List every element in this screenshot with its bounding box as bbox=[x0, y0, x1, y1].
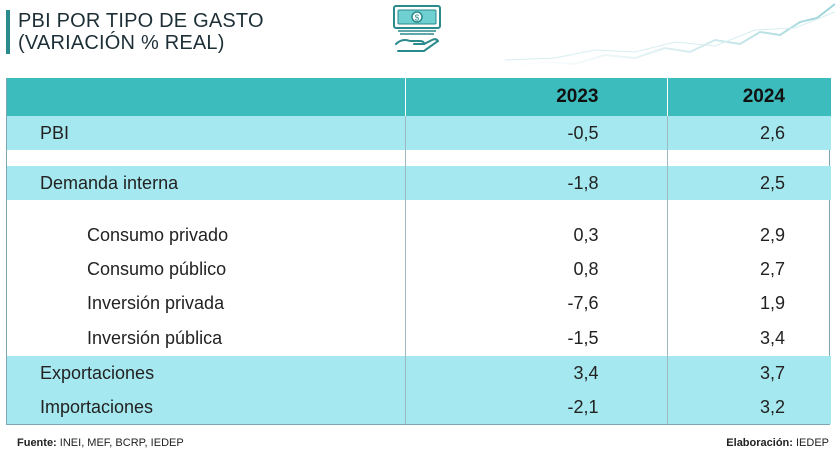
row-label: PBI bbox=[7, 116, 405, 150]
row-value-2024: 3,4 bbox=[666, 320, 831, 356]
table-row: Inversión privada -7,6 1,9 bbox=[7, 286, 831, 320]
row-value-2023: -1,8 bbox=[404, 166, 667, 200]
row-value-2024: 3,7 bbox=[666, 356, 831, 390]
svg-text:$: $ bbox=[415, 14, 420, 23]
source-note: Fuente: INEI, MEF, BCRP, IEDEP bbox=[17, 437, 184, 449]
row-label: Demanda interna bbox=[7, 166, 405, 200]
header-label bbox=[7, 78, 405, 116]
title-line-2: (VARIACIÓN % REAL) bbox=[18, 32, 225, 54]
table-row: Importaciones -2,1 3,2 bbox=[7, 390, 831, 424]
table-row: Demanda interna -1,8 2,5 bbox=[7, 166, 831, 200]
row-value-2024: 2,7 bbox=[666, 252, 831, 286]
source-label: Fuente: bbox=[17, 437, 57, 449]
row-value-2024: 2,9 bbox=[666, 218, 831, 252]
page-title: PBI POR TIPO DE GASTO (VARIACIÓN % REAL) bbox=[6, 10, 264, 54]
row-value-2024: 2,5 bbox=[666, 166, 831, 200]
row-value-2024: 3,2 bbox=[666, 390, 831, 424]
title-line-1: PBI POR TIPO DE GASTO bbox=[18, 10, 264, 32]
table-row: Inversión pública -1,5 3,4 bbox=[7, 320, 831, 356]
row-value-2023: 3,4 bbox=[404, 356, 667, 390]
header-2024: 2024 bbox=[666, 78, 831, 116]
row-label: Exportaciones bbox=[7, 356, 405, 390]
spacer-row bbox=[7, 200, 831, 218]
row-label: Inversión pública bbox=[87, 327, 223, 348]
money-hand-icon: $ bbox=[393, 5, 441, 52]
row-value-2023: -1,5 bbox=[404, 320, 667, 356]
credit-label: Elaboración: bbox=[726, 437, 793, 449]
credit-value: IEDEP bbox=[795, 437, 829, 449]
credit-note: Elaboración: IEDEP bbox=[726, 437, 829, 449]
row-label: Consumo privado bbox=[87, 224, 229, 245]
source-value: INEI, MEF, BCRP, IEDEP bbox=[59, 437, 184, 449]
row-value-2024: 2,6 bbox=[666, 116, 831, 150]
table-row: PBI -0,5 2,6 bbox=[7, 116, 831, 150]
table-row: Exportaciones 3,4 3,7 bbox=[7, 356, 831, 390]
row-label: Importaciones bbox=[7, 390, 405, 424]
row-value-2023: 0,3 bbox=[404, 218, 667, 252]
table-row: Consumo público 0,8 2,7 bbox=[7, 252, 831, 286]
row-label: Inversión privada bbox=[87, 292, 225, 313]
row-value-2023: -7,6 bbox=[404, 286, 667, 320]
row-value-2024: 1,9 bbox=[666, 286, 831, 320]
row-value-2023: 0,8 bbox=[404, 252, 667, 286]
gdp-table: 2023 2024 PBI -0,5 2,6 Demanda interna -… bbox=[6, 78, 831, 425]
table-header-row: 2023 2024 bbox=[7, 78, 831, 116]
header-2023: 2023 bbox=[404, 78, 667, 116]
row-value-2023: -2,1 bbox=[404, 390, 667, 424]
row-label: Consumo público bbox=[87, 258, 227, 279]
row-value-2023: -0,5 bbox=[404, 116, 667, 150]
decorative-trend-line bbox=[505, 3, 835, 67]
table-row: Consumo privado 0,3 2,9 bbox=[7, 218, 831, 252]
spacer-row bbox=[7, 150, 831, 166]
